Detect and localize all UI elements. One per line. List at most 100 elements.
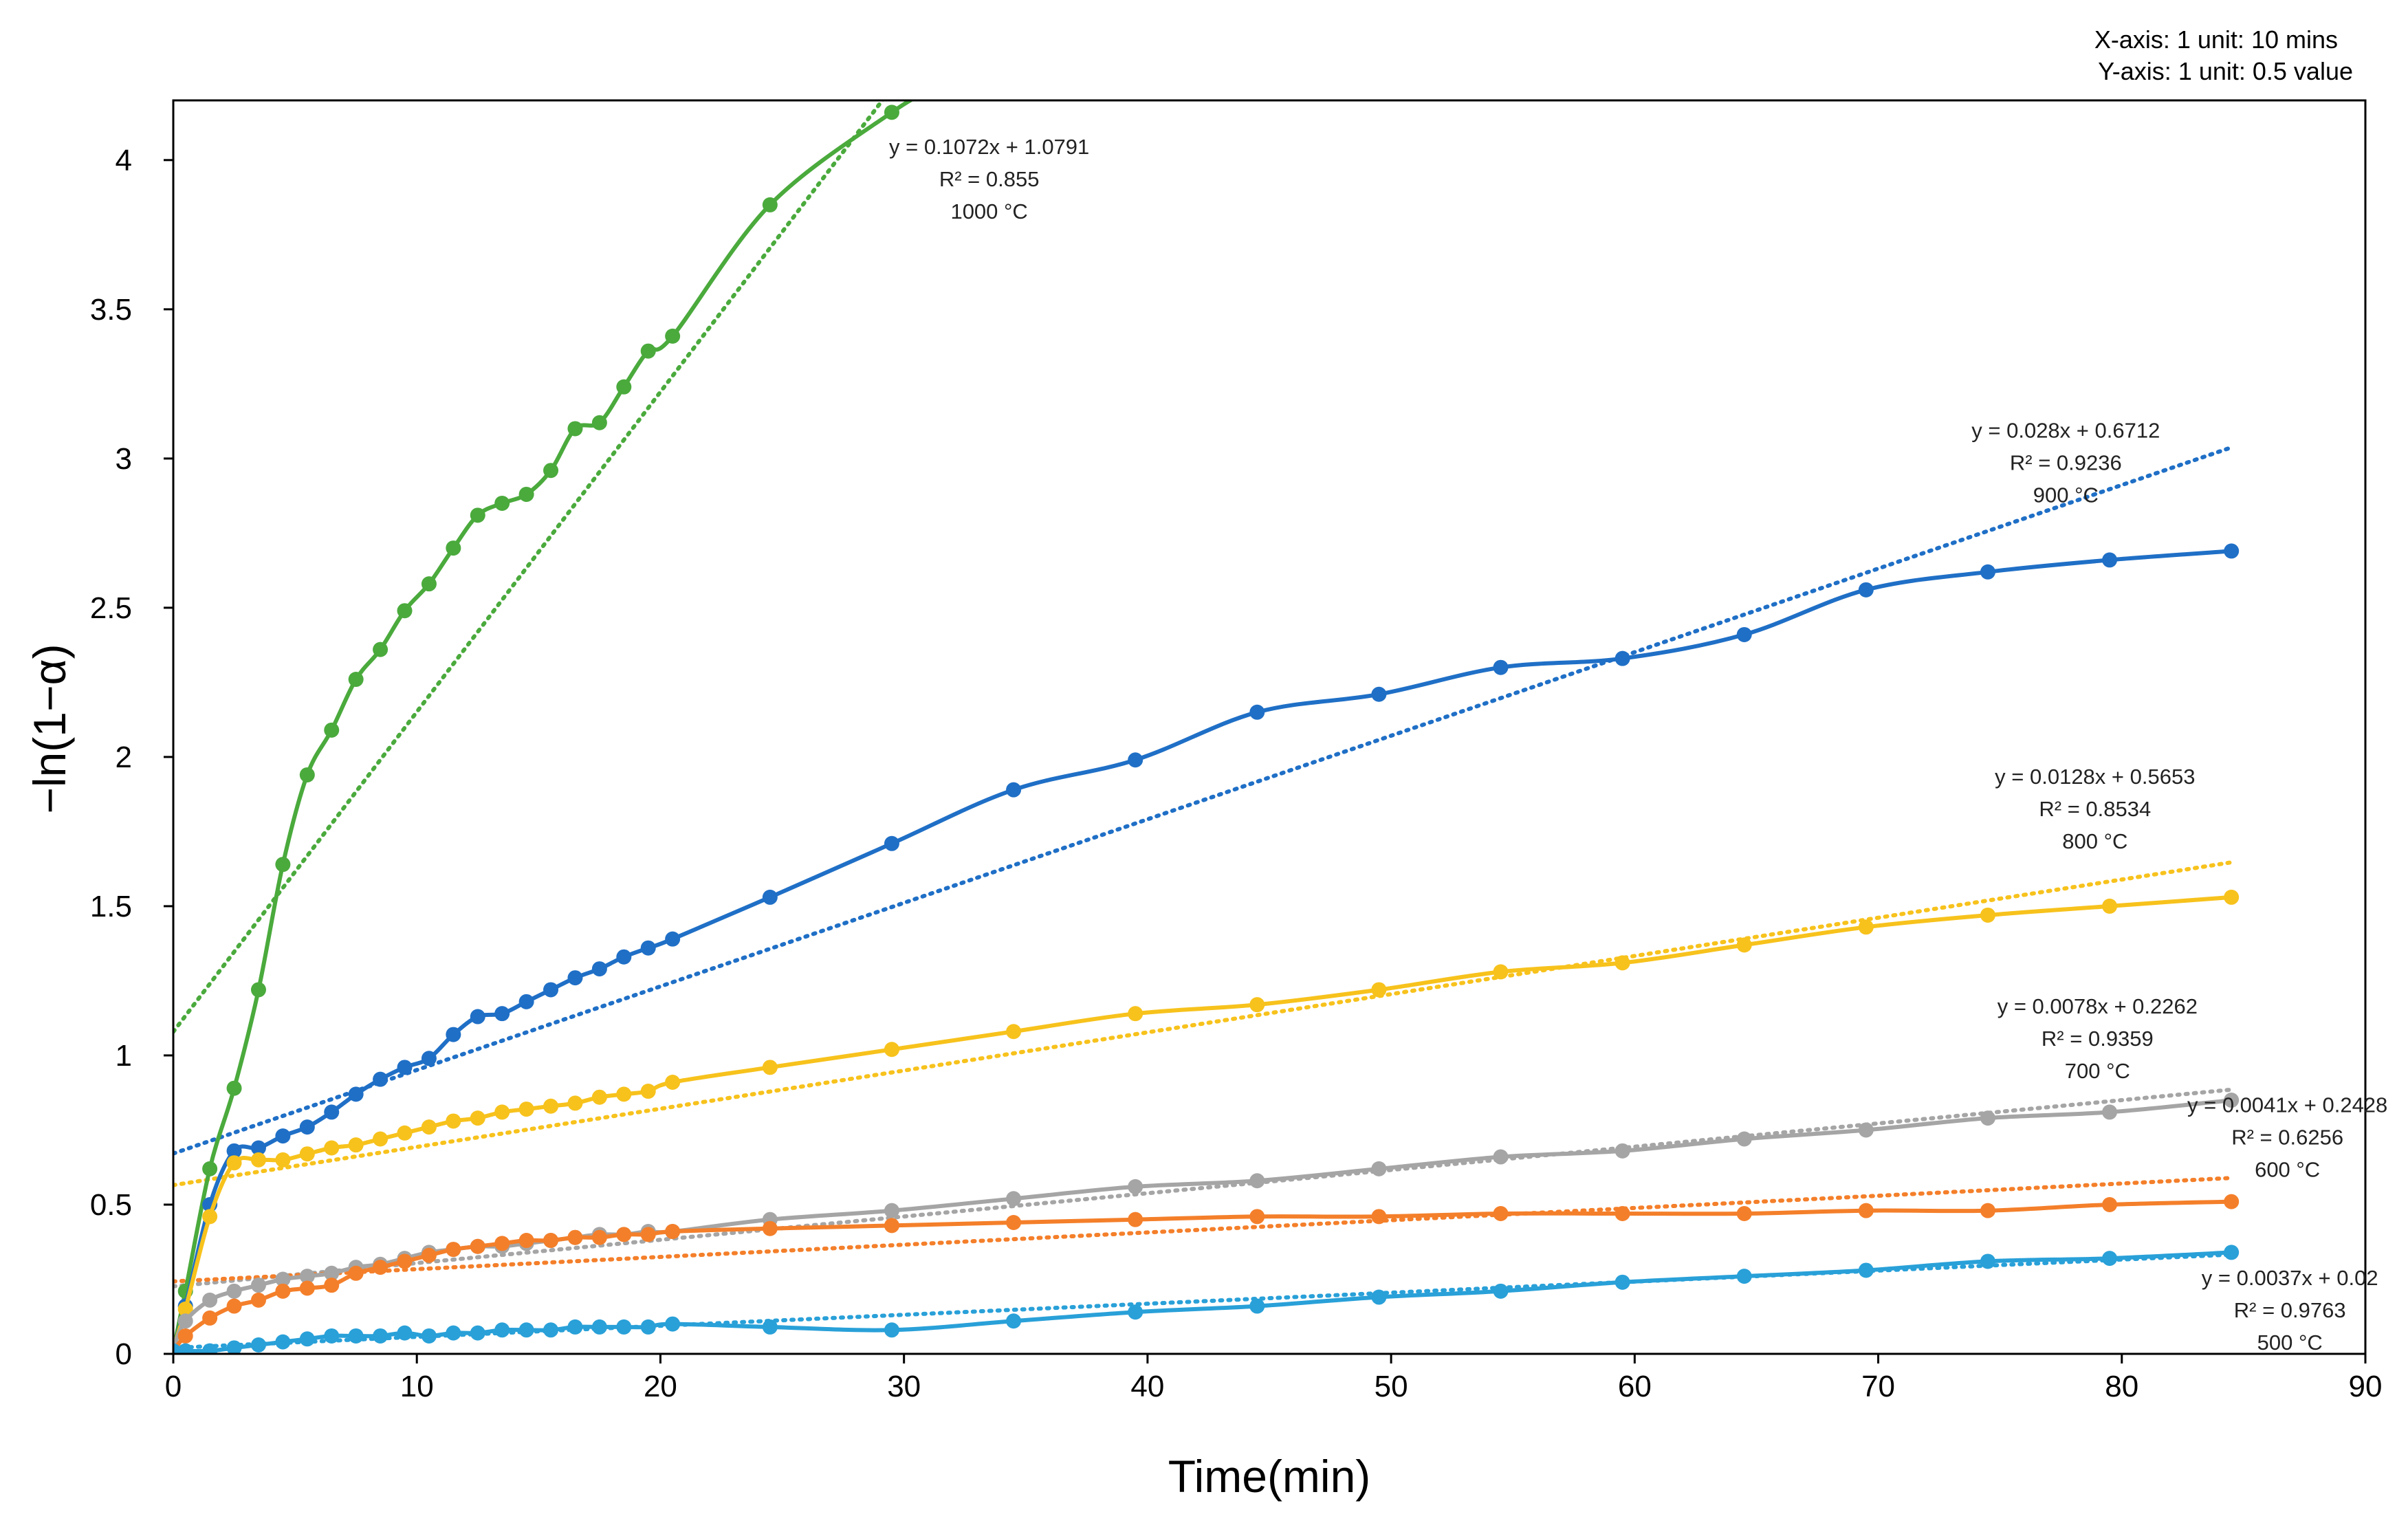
- plot-frame: [172, 99, 2367, 1355]
- data-point-600-c: [616, 1227, 632, 1242]
- data-point-500-c: [1006, 1313, 1022, 1329]
- data-point-800-c: [616, 1086, 632, 1102]
- data-point-900-c: [373, 1071, 388, 1087]
- y-tick-label: 3.5: [90, 293, 132, 327]
- x-tick-label: 80: [2105, 1370, 2138, 1403]
- data-point-600-c: [446, 1242, 461, 1258]
- data-point-1000-c: [397, 603, 413, 619]
- data-point-600-c: [494, 1236, 510, 1251]
- data-point-1000-c: [494, 495, 510, 511]
- tick-layer: 0 10 20 30 40 50 60 70 80 90 0 0.5 1 1.5 2 2.5 3 3.5 4: [90, 144, 2383, 1403]
- data-point-600-c: [1128, 1212, 1143, 1227]
- data-point-1000-c: [762, 197, 778, 212]
- y-tick-label: 0.5: [90, 1188, 132, 1222]
- data-point-800-c: [1980, 907, 1995, 923]
- data-point-900-c: [299, 1119, 315, 1135]
- data-point-500-c: [226, 1340, 242, 1354]
- data-point-500-c: [567, 1319, 583, 1335]
- data-point-600-c: [202, 1310, 218, 1326]
- data-point-900-c: [591, 961, 607, 977]
- data-point-1000-c: [348, 672, 364, 688]
- data-point-500-c: [348, 1328, 364, 1344]
- data-point-500-c: [1858, 1262, 1874, 1278]
- data-point-800-c: [1615, 955, 1630, 971]
- data-point-600-c: [1858, 1203, 1874, 1218]
- data-point-1000-c: [591, 415, 607, 430]
- data-point-800-c: [1493, 964, 1509, 980]
- trendline-900-c: [173, 445, 2234, 1156]
- data-point-500-c: [762, 1319, 778, 1335]
- data-point-800-c: [299, 1146, 315, 1162]
- data-point-600-c: [250, 1292, 266, 1308]
- data-point-700-c: [2102, 1104, 2118, 1120]
- data-point-800-c: [591, 1089, 607, 1105]
- data-point-700-c: [2224, 1093, 2240, 1108]
- data-point-600-c: [591, 1229, 607, 1245]
- data-point-1000-c: [299, 767, 315, 782]
- series-line-900-c: [173, 549, 2232, 1349]
- y-tick-label: 3: [116, 442, 132, 476]
- data-point-1000-c: [567, 421, 583, 437]
- data-point-700-c: [1493, 1149, 1509, 1165]
- data-point-800-c: [1736, 937, 1752, 953]
- data-point-900-c: [250, 1140, 266, 1156]
- data-point-1000-c: [470, 507, 485, 523]
- x-tick-label: 20: [644, 1370, 677, 1403]
- data-point-800-c: [250, 1152, 266, 1168]
- data-point-800-c: [1371, 982, 1387, 998]
- data-point-500-c: [373, 1328, 388, 1344]
- data-point-800-c: [202, 1209, 218, 1225]
- data-point-500-c: [616, 1319, 632, 1335]
- data-point-800-c: [1858, 919, 1874, 935]
- data-point-600-c: [884, 1218, 899, 1234]
- data-point-600-c: [518, 1233, 534, 1249]
- data-point-700-c: [1249, 1173, 1265, 1189]
- data-point-1000-c: [226, 1080, 242, 1096]
- trendline-label-800-c: y = 0.0128x + 0.5653: [1995, 765, 2195, 789]
- x-tick-label: 10: [400, 1370, 434, 1403]
- data-point-900-c: [2224, 543, 2240, 559]
- data-point-800-c: [665, 1075, 681, 1091]
- data-point-900-c: [348, 1086, 364, 1102]
- data-point-500-c: [1249, 1298, 1265, 1314]
- data-point-1000-c: [202, 1161, 218, 1176]
- data-point-500-c: [2224, 1245, 2240, 1260]
- data-point-900-c: [616, 949, 632, 965]
- series-line-800-c: [173, 895, 2232, 1349]
- data-point-900-c: [1858, 582, 1874, 598]
- data-point-500-c: [518, 1322, 534, 1338]
- data-point-1000-c: [518, 486, 534, 502]
- data-point-600-c: [470, 1238, 485, 1254]
- data-point-500-c: [1371, 1289, 1387, 1305]
- data-point-700-c: [299, 1269, 315, 1284]
- trendline-label-900-c: R² = 0.9236: [2010, 450, 2122, 474]
- data-point-700-c: [1371, 1161, 1387, 1176]
- trendline-label-700-c: R² = 0.9359: [2042, 1027, 2154, 1051]
- data-point-900-c: [518, 994, 534, 1009]
- trendline-label-900-c: 900 °C: [2033, 483, 2099, 507]
- data-point-900-c: [1493, 659, 1509, 675]
- data-point-600-c: [1615, 1205, 1630, 1221]
- trendline-label-500-c: R² = 0.9763: [2234, 1298, 2346, 1322]
- y-tick-label: 0: [116, 1337, 132, 1371]
- data-point-600-c: [1006, 1215, 1022, 1231]
- trendline-label-800-c: R² = 0.8534: [2039, 797, 2151, 821]
- data-point-900-c: [640, 940, 656, 956]
- trendline-label-900-c: y = 0.028x + 0.6712: [1971, 418, 2160, 442]
- trendline-1000-c: [173, 100, 886, 1034]
- data-point-500-c: [884, 1322, 899, 1338]
- data-point-900-c: [1249, 704, 1265, 720]
- x-tick-label: 30: [887, 1370, 921, 1403]
- data-point-900-c: [1006, 782, 1022, 798]
- data-point-700-c: [177, 1313, 193, 1329]
- data-point-500-c: [494, 1322, 510, 1338]
- data-point-500-c: [250, 1337, 266, 1352]
- data-point-500-c: [421, 1328, 437, 1344]
- data-point-1000-c: [640, 343, 656, 359]
- data-point-900-c: [665, 931, 681, 947]
- note-y-axis: Y-axis: 1 unit: 0.5 value: [2098, 57, 2353, 85]
- x-tick-label: 0: [165, 1370, 182, 1403]
- data-point-900-c: [1615, 650, 1630, 666]
- trendline-600-c: [173, 1176, 2234, 1284]
- data-point-800-c: [1128, 1006, 1143, 1022]
